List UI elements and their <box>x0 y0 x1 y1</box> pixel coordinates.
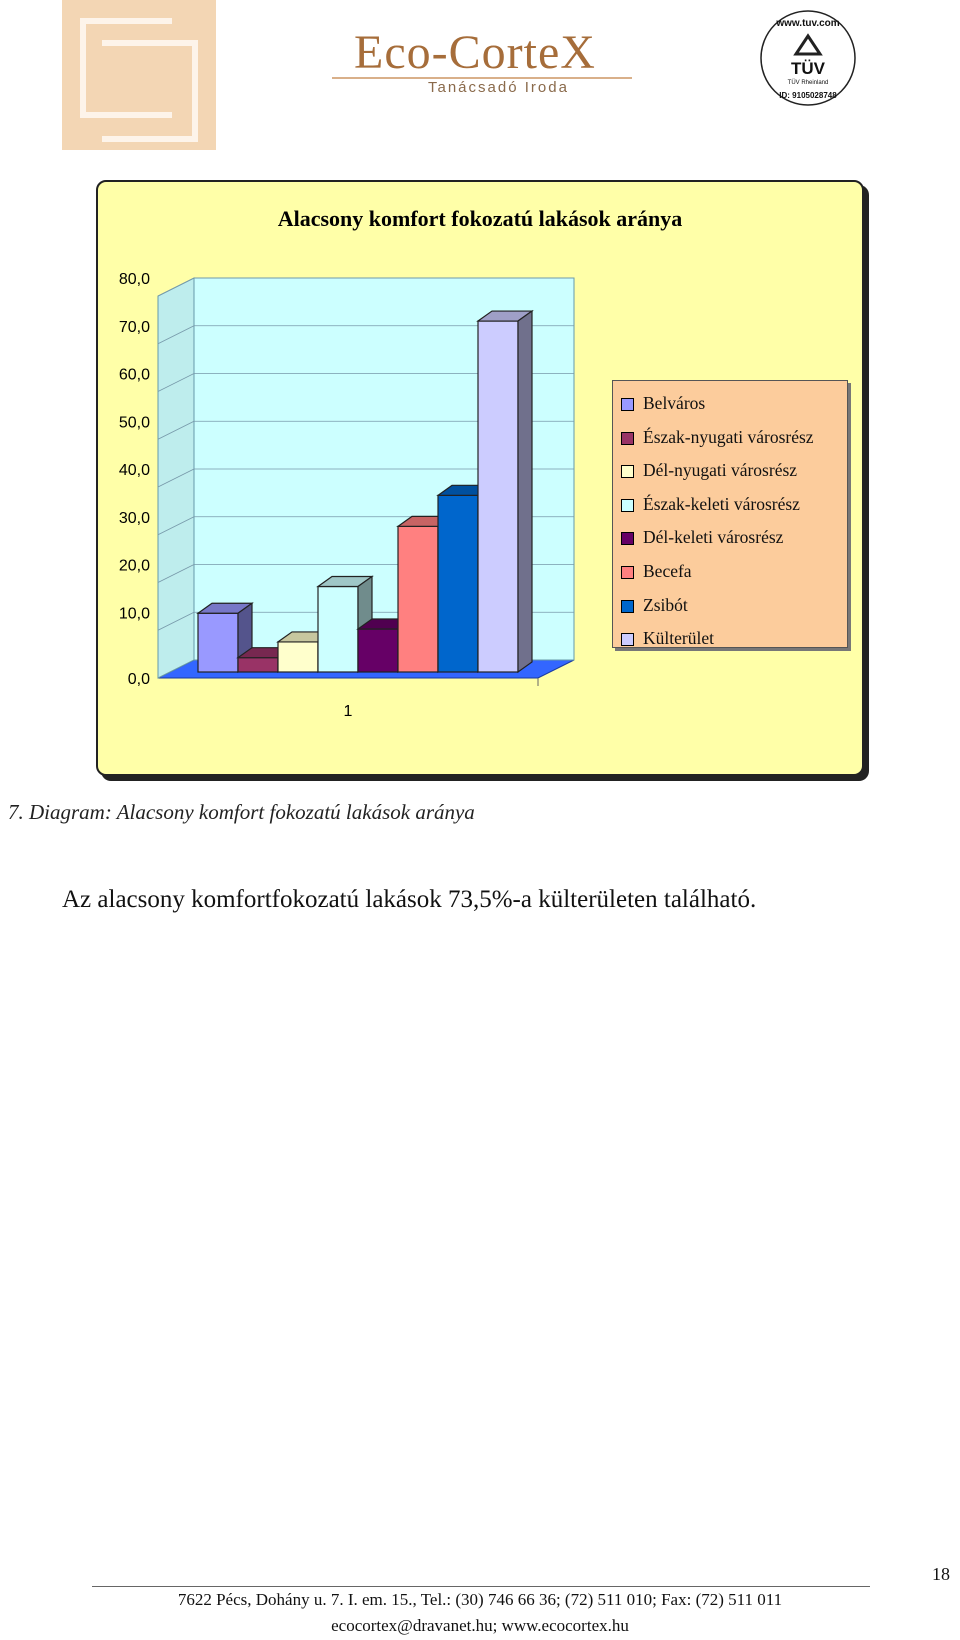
bar-side <box>517 309 533 674</box>
y-tick-label: 0,0 <box>128 671 150 688</box>
legend-item: Észak-keleti városrész <box>613 488 847 522</box>
gridline <box>157 564 195 583</box>
bar-chart: 0,0 10,0 20,0 30,0 40,0 50,0 60,0 70,0 80,0 1 <box>119 271 575 720</box>
gridline <box>157 420 195 440</box>
company-logo-mark <box>62 0 216 150</box>
y-tick-label: 70,0 <box>119 319 150 336</box>
legend-swatch <box>621 532 634 546</box>
figure-caption: 7. Diagram: Alacsony komfort fokozatú la… <box>8 800 475 824</box>
bar-front <box>237 657 279 673</box>
tuv-certification-logo: www.tuv.com TÜV TÜV Rheinland ID: 910502… <box>760 10 856 106</box>
chart-title: Alacsony komfort fokozatú lakások aránya <box>277 206 683 231</box>
footer-divider <box>92 1586 870 1587</box>
bar-front <box>477 320 519 673</box>
legend-item: Dél-nyugati városrész <box>613 454 847 488</box>
legend-item: Belváros <box>613 387 847 421</box>
legend-item: Észak-nyugati városrész <box>613 421 847 455</box>
legend-swatch <box>621 431 634 445</box>
legend-label: Zsibót <box>643 594 688 615</box>
tuv-mark-text: TÜV <box>791 59 826 78</box>
tuv-top-text: www.tuv.com <box>775 18 839 29</box>
legend-item: Dél-keleti városrész <box>613 521 847 555</box>
bar-front <box>197 612 239 673</box>
legend-swatch <box>621 498 634 512</box>
tuv-sub-text: TÜV Rheinland <box>788 79 829 86</box>
brand-name: Eco-CorteX <box>354 26 596 79</box>
body-paragraph: Az alacsony komfortfokozatú lakások 73,5… <box>62 886 757 913</box>
company-logo: Eco-CorteX Tanácsadó Iroda <box>332 25 662 105</box>
y-tick-label: 10,0 <box>119 605 150 622</box>
bar-front <box>437 494 479 673</box>
legend-label: Külterület <box>643 628 714 649</box>
gridline <box>157 611 195 631</box>
gridline <box>157 373 195 392</box>
y-tick-label: 80,0 <box>119 271 150 288</box>
legend-swatch <box>621 633 634 647</box>
legend-item: Becefa <box>613 555 847 589</box>
y-tick-label: 50,0 <box>119 414 150 431</box>
legend-label: Észak-nyugati városrész <box>643 426 814 447</box>
page-number: 18 <box>932 1564 950 1584</box>
legend-label: Észak-keleti városrész <box>643 493 800 514</box>
legend-swatch <box>621 599 634 613</box>
legend-label: Dél-keleti városrész <box>643 527 784 548</box>
y-tick-label: 60,0 <box>119 367 150 384</box>
gridline <box>157 325 195 345</box>
gridline <box>157 468 195 488</box>
legend-label: Belváros <box>643 393 706 413</box>
chart-legend: Belváros Észak-nyugati városrész Dél-nyuga… <box>612 380 848 648</box>
y-tick-label: 20,0 <box>119 558 150 575</box>
legend-label: Becefa <box>643 560 692 581</box>
legend-item: Külterület <box>613 622 847 656</box>
legend-item: Zsibót <box>613 589 847 623</box>
tuv-id-text: ID: 9105028748 <box>779 91 837 100</box>
legend-swatch <box>621 398 634 411</box>
footer-address: 7622 Pécs, Dohány u. 7. I. em. 15., Tel.… <box>177 1590 783 1609</box>
legend-swatch <box>621 565 634 579</box>
bar-front <box>357 628 399 673</box>
brand-subtitle: Tanácsadó Iroda <box>428 79 569 96</box>
legend-label: Dél-nyugati városrész <box>643 460 798 481</box>
footer-contact: ecocortex@dravanet.hu; www.ecocortex.hu <box>331 1616 629 1635</box>
y-tick-label: 40,0 <box>119 462 150 479</box>
bar-front <box>277 641 319 673</box>
bar-front <box>317 585 359 673</box>
gridline <box>157 277 195 297</box>
gridline <box>157 516 195 536</box>
y-tick-label: 30,0 <box>119 510 150 527</box>
legend-swatch <box>621 465 634 479</box>
bar-front <box>397 525 439 673</box>
chart-frame: 0,0 10,0 20,0 30,0 40,0 50,0 60,0 70,0 80,0 1 Ala… <box>96 180 864 776</box>
x-tick-label: 1 <box>344 703 353 720</box>
